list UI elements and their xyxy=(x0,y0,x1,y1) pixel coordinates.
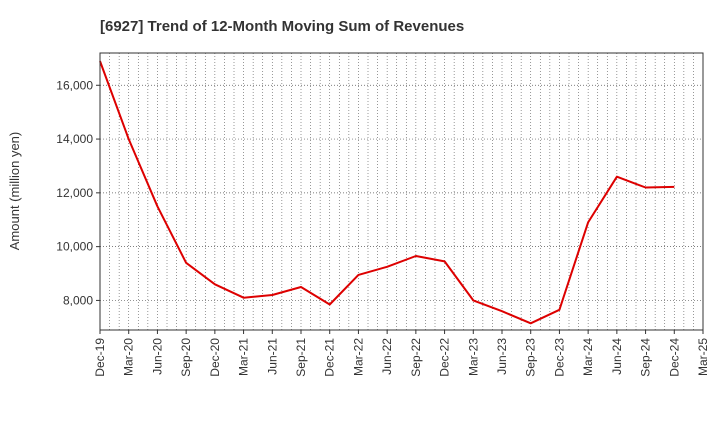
series-line-layer xyxy=(99,60,675,325)
x-tick-label: Dec-22 xyxy=(438,338,452,377)
x-tick-label: Mar-22 xyxy=(351,338,365,376)
grid-lines xyxy=(100,53,703,330)
x-tick-label: Dec-20 xyxy=(208,338,222,377)
x-tick-label: Jun-22 xyxy=(380,338,394,375)
y-axis-label: Amount (million yen) xyxy=(7,132,22,251)
chart-title: [6927] Trend of 12-Month Moving Sum of R… xyxy=(100,18,464,35)
x-tick-label: Sep-23 xyxy=(524,338,538,377)
y-tick-labels: 8,000 10,000 12,000 14,000 16,000 xyxy=(56,78,100,307)
y-tick-label: 14,000 xyxy=(56,132,93,146)
x-tick-label: Jun-23 xyxy=(495,338,509,375)
y-tick-label: 16,000 xyxy=(56,78,93,92)
y-tick-label: 12,000 xyxy=(56,186,93,200)
x-tick-label: Sep-21 xyxy=(294,338,308,377)
x-tick-label: Mar-21 xyxy=(237,338,251,376)
x-tick-label: Dec-21 xyxy=(323,338,337,377)
x-tick-labels: Dec-19 Mar-20 Jun-20 Sep-20 Dec-20 Mar-21 Jun-… xyxy=(93,330,710,377)
y-tick-label: 8,000 xyxy=(63,293,93,307)
y-tick-label: 10,000 xyxy=(56,240,93,254)
x-tick-label: Mar-24 xyxy=(581,338,595,376)
x-tick-label: Jun-21 xyxy=(265,338,279,375)
x-tick-label: Mar-20 xyxy=(122,338,136,376)
x-tick-label: Sep-24 xyxy=(639,338,653,377)
x-tick-label: Dec-19 xyxy=(93,338,107,377)
x-tick-label: Jun-24 xyxy=(610,338,624,375)
x-tick-label: Sep-20 xyxy=(179,338,193,377)
plot-frame xyxy=(99,52,704,331)
x-tick-label: Mar-23 xyxy=(466,338,480,376)
x-tick-label: Jun-20 xyxy=(150,338,164,375)
revenue-series-line xyxy=(99,60,675,325)
x-tick-label: Sep-22 xyxy=(409,338,423,377)
x-tick-label: Dec-24 xyxy=(667,338,681,377)
x-tick-label: Mar-25 xyxy=(696,338,710,376)
x-tick-label: Dec-23 xyxy=(552,338,566,377)
